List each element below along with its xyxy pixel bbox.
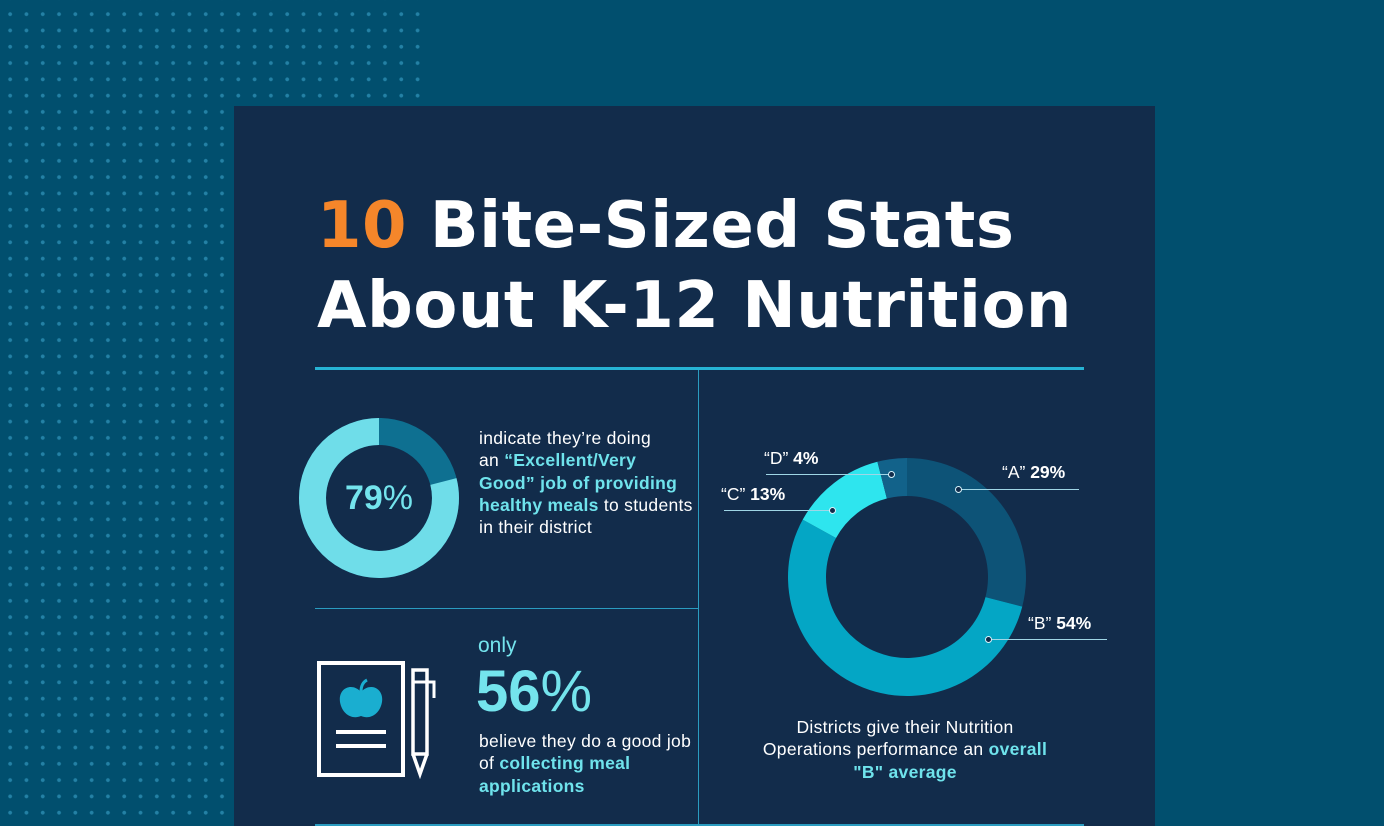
- grade-slice-1: [788, 519, 1023, 696]
- title-line2-text: About K-12 Nutrition: [317, 269, 1072, 343]
- caption-text: Districts give their Nutrition Operation…: [762, 717, 1014, 760]
- grade-d-name: “D”: [764, 448, 789, 468]
- grade-c-name: “C”: [721, 484, 746, 504]
- stat2-prefix: only: [478, 634, 517, 657]
- grade-b-leader: [988, 639, 1107, 640]
- row-divider: [315, 608, 699, 609]
- stat2-value: 56%: [476, 656, 592, 728]
- grade-d-value: 4%: [793, 448, 819, 468]
- stat1-description: indicate they’re doing an “Excellent/Very…: [479, 427, 694, 538]
- clipboard-apple-icon: [317, 661, 436, 780]
- grade-c-marker: [829, 507, 836, 514]
- stat1-text-part1: indicate they’re doing: [479, 428, 651, 448]
- grade-b-marker: [985, 636, 992, 643]
- infographic-card: [234, 106, 1155, 826]
- grade-slice-0: [907, 458, 1026, 607]
- grade-a-name: “A”: [1002, 462, 1026, 482]
- grade-slice-2: [802, 461, 887, 538]
- stat1-text-part2: an: [479, 450, 505, 471]
- grade-donut-chart: [788, 458, 1026, 696]
- grade-a-value: 29%: [1030, 462, 1066, 482]
- grade-a-marker: [955, 486, 962, 493]
- grade-d-marker: [888, 471, 895, 478]
- page-title: 10 Bite-Sized Stats About K-12 Nutrition: [317, 186, 1072, 346]
- grade-c-label: “C” 13%: [721, 484, 785, 505]
- stat2-description: believe they do a good job of collecting…: [479, 730, 694, 797]
- grade-a-leader: [958, 489, 1079, 490]
- grade-d-leader: [766, 474, 891, 475]
- grade-b-label: “B” 54%: [1028, 613, 1091, 634]
- grade-b-name: “B”: [1028, 613, 1052, 633]
- stat1-percent-sign: %: [382, 479, 414, 517]
- grade-c-leader: [724, 510, 832, 511]
- chart-caption: Districts give their Nutrition Operation…: [760, 716, 1050, 783]
- grade-slice-3: [877, 458, 907, 499]
- column-divider: [698, 370, 699, 826]
- stat1-text-highlight: “Excellent/Very Good” job of providing h…: [479, 450, 678, 515]
- stat1-number: 79: [344, 479, 383, 517]
- pencil-icon: [411, 668, 436, 780]
- stat1-text-part3: to students in their district: [479, 494, 693, 538]
- stat2-number: 56: [476, 659, 541, 724]
- title-line1-text: Bite-Sized Stats: [407, 189, 1015, 263]
- caption-highlight: overall "B" average: [853, 739, 1048, 782]
- grade-a-label: “A” 29%: [1002, 462, 1065, 483]
- stat1-value: 79%: [299, 478, 459, 518]
- title-number: 10: [317, 189, 408, 263]
- stat2-percent-sign: %: [540, 659, 593, 724]
- stat2-text-highlight: collecting meal applications: [479, 753, 631, 796]
- stat2-text-part1: believe they do a good job of: [479, 731, 692, 774]
- grade-b-value: 54%: [1056, 613, 1092, 633]
- title-divider: [315, 367, 1084, 370]
- bottom-divider: [315, 824, 1084, 826]
- donut-79-fill: [299, 418, 459, 578]
- grade-c-value: 13%: [750, 484, 786, 504]
- donut-79-chart: [299, 418, 459, 578]
- grade-d-label: “D” 4%: [764, 448, 818, 469]
